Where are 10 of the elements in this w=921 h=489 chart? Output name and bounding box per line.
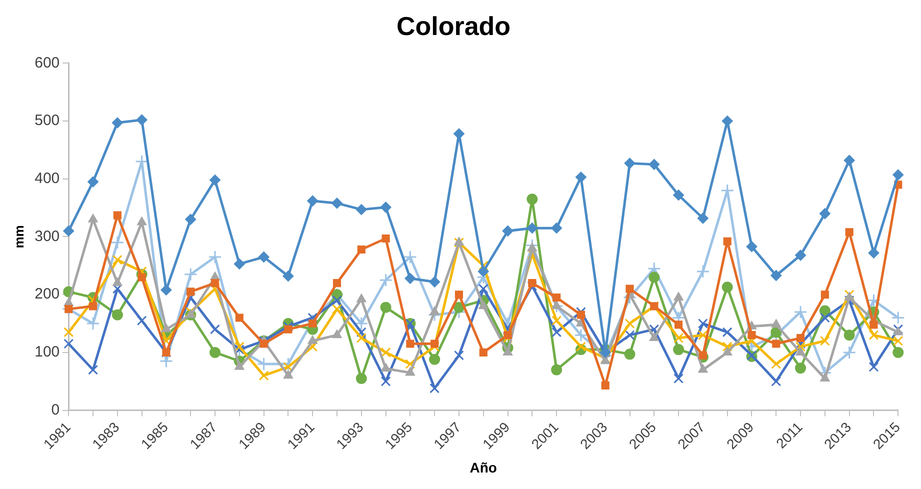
- y-tick-label: 100: [34, 344, 60, 361]
- y-axis-title: mm: [11, 225, 26, 248]
- y-tick-label: 400: [34, 170, 60, 188]
- y-tick-label: 600: [34, 54, 60, 72]
- x-axis-title: Año: [470, 459, 497, 476]
- y-tick-label: 200: [34, 286, 60, 303]
- chart-title: Colorado: [396, 10, 511, 41]
- y-tick-label: 300: [34, 228, 60, 245]
- y-tick-label: 0: [51, 401, 60, 418]
- y-tick-label: 500: [34, 112, 60, 130]
